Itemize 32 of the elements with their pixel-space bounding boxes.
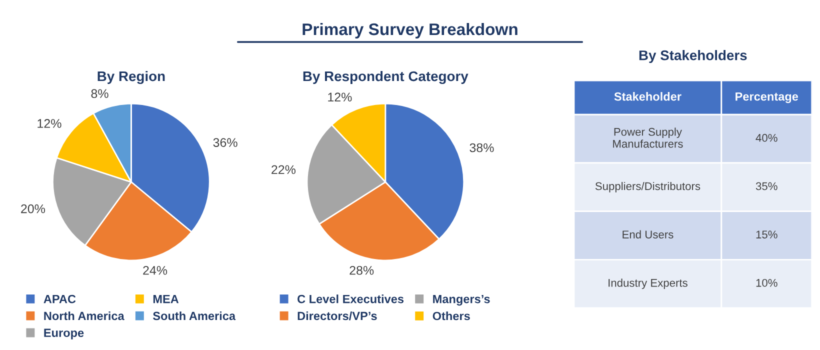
data-label: 12% <box>328 92 352 102</box>
data-label: 20% <box>21 204 46 214</box>
legend-label: Europe <box>44 328 84 340</box>
text: Percentage <box>736 92 798 104</box>
chart-title: By Region <box>98 70 165 84</box>
category-label: Suppliers/Distributors <box>595 182 700 192</box>
text: 15% <box>756 230 778 238</box>
data-label: 28% <box>350 266 374 275</box>
text: By Stakeholders <box>639 50 747 63</box>
text: Primary Survey Breakdown <box>302 22 518 38</box>
legend-label: Others <box>432 312 470 320</box>
legend-label: C Level Executives <box>298 294 404 304</box>
text: 10% <box>756 278 778 287</box>
legend-label: APAC <box>44 294 76 304</box>
data-label: 24% <box>143 266 168 275</box>
data-label: 22% <box>272 165 296 174</box>
data-label: 36% <box>213 138 238 147</box>
legend-label: Directors/VP’s <box>298 311 377 320</box>
legend-label: South America <box>152 311 236 320</box>
text: 35% <box>756 182 778 190</box>
data-label: 8% <box>91 89 108 98</box>
data-label: 12% <box>38 119 62 128</box>
category-label: End Users <box>622 230 674 238</box>
text: 40% <box>756 134 778 142</box>
category-label: Industry Experts <box>608 278 688 290</box>
data-label: 38% <box>470 143 494 152</box>
legend-label: Mangers’s <box>433 294 490 306</box>
chart-title: By Respondent Category <box>303 70 468 84</box>
text: Stakeholder <box>614 92 682 101</box>
legend-label: MEA <box>153 294 179 304</box>
category-label: Power Supply Manufacturers <box>613 128 683 148</box>
legend-label: North America <box>44 311 124 320</box>
